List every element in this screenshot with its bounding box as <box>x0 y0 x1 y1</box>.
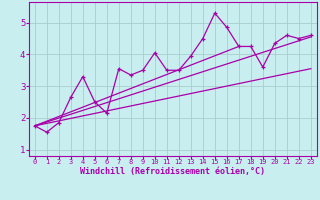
X-axis label: Windchill (Refroidissement éolien,°C): Windchill (Refroidissement éolien,°C) <box>80 167 265 176</box>
